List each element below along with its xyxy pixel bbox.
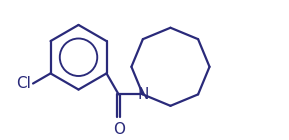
Text: Cl: Cl — [16, 76, 31, 91]
Text: N: N — [137, 87, 149, 102]
Text: O: O — [113, 122, 125, 137]
